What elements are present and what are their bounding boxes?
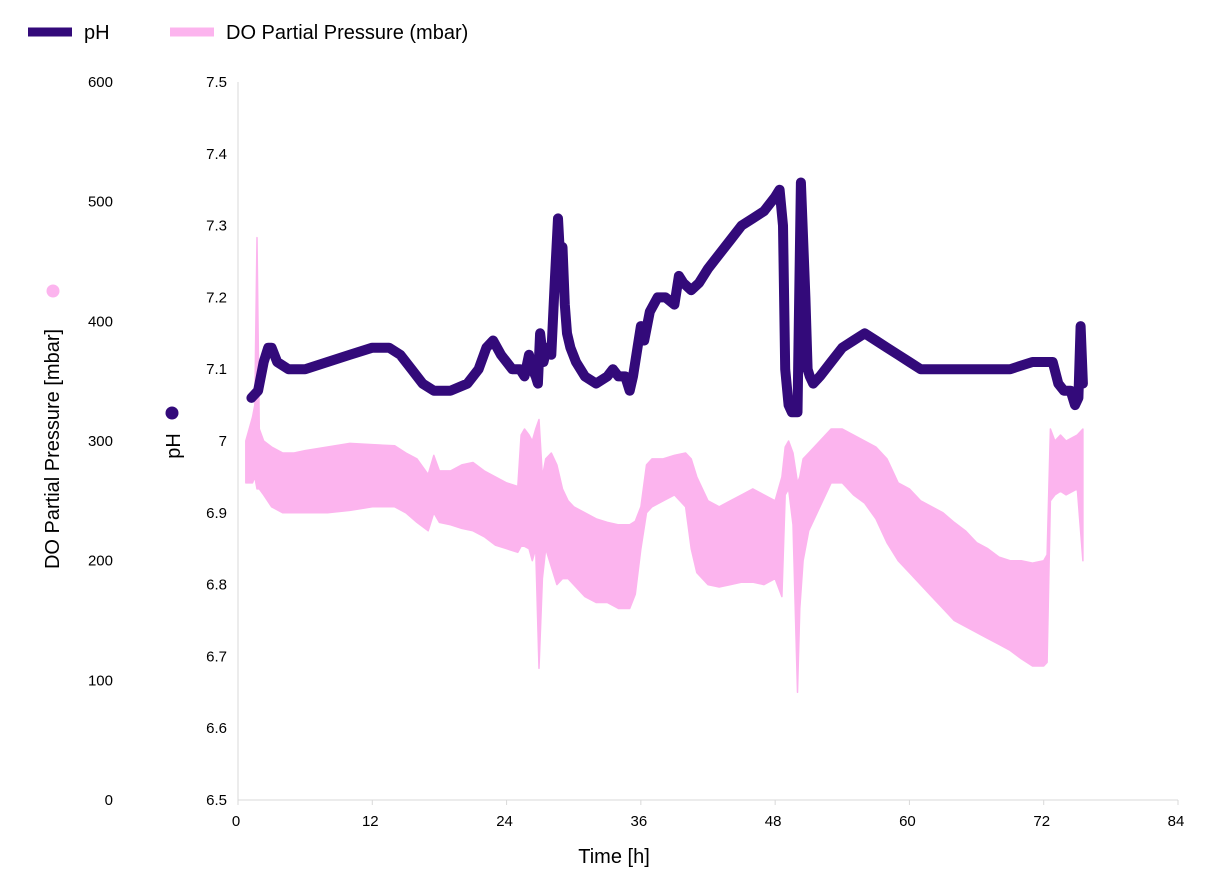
x-tick-label: 24 [496,813,513,830]
left-tick-label: 400 [88,313,113,330]
ph-line [246,177,1088,418]
right-tick-label: 6.8 [206,577,227,594]
right-tick-label: 7.5 [206,74,227,91]
legend-label-ph: pH [84,22,110,44]
right-tick-label: 7.3 [206,218,227,235]
x-tick-label: 84 [1168,813,1185,830]
left-tick-label: 0 [105,792,113,809]
x-axis: 0 12 24 36 48 60 72 84 [232,799,1185,830]
right-tick-label: 6.5 [206,792,227,809]
right-axis: 6.5 6.6 6.7 6.8 6.9 7 7.1 7.2 7.3 7.4 7.5 [206,74,239,809]
left-tick-label: 300 [88,433,113,450]
right-tick-label: 7 [219,433,227,450]
x-tick-label: 0 [232,813,240,830]
left-tick-label: 600 [88,74,113,91]
left-axis-series-marker [46,284,60,298]
legend-label-do: DO Partial Pressure (mbar) [226,22,468,44]
x-tick-label: 36 [631,813,648,830]
x-tick-label: 72 [1033,813,1050,830]
x-axis-title: Time [h] [578,846,650,868]
right-axis-title: pH [163,433,185,459]
right-axis-series-marker [165,406,179,420]
right-tick-label: 6.7 [206,648,227,665]
left-tick-label: 200 [88,553,113,570]
x-tick-label: 48 [765,813,782,830]
right-tick-label: 6.6 [206,720,227,737]
right-tick-label: 7.1 [206,361,227,378]
left-axis: 0 100 200 300 400 500 600 [88,74,113,809]
x-tick-label: 12 [362,813,379,830]
x-tick-label: 60 [899,813,916,830]
left-axis-title: DO Partial Pressure [mbar] [42,329,64,569]
left-tick-label: 100 [88,672,113,689]
plot-area [245,177,1088,694]
right-tick-label: 7.4 [206,146,227,163]
right-tick-label: 7.2 [206,289,227,306]
do-pressure-band [245,236,1084,694]
right-tick-label: 6.9 [206,505,227,522]
left-tick-label: 500 [88,194,113,211]
legend: pH DO Partial Pressure (mbar) [28,22,468,44]
